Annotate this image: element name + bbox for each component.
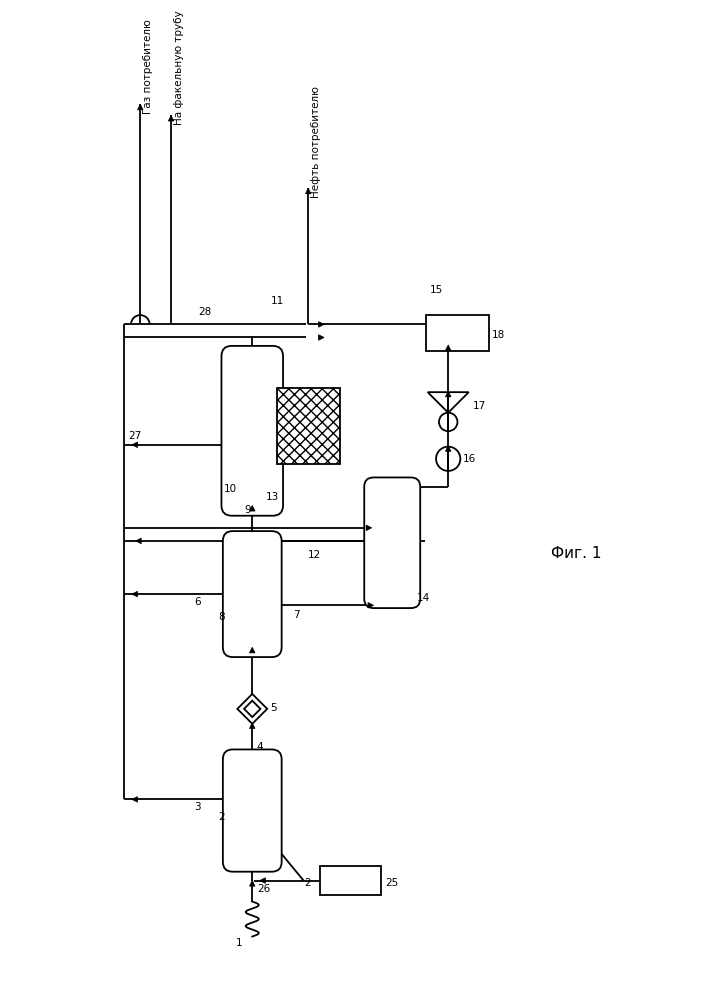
Text: 26: 26 [257, 884, 270, 894]
Text: На факельную трубу: На факельную трубу [174, 10, 184, 125]
Text: 3: 3 [194, 802, 201, 812]
Bar [276, 388, 340, 464]
Text: 1: 1 [235, 938, 242, 948]
Text: 4: 4 [256, 742, 262, 752]
Polygon shape [368, 602, 373, 608]
Polygon shape [250, 647, 255, 653]
Polygon shape [319, 322, 324, 327]
Polygon shape [137, 104, 143, 110]
Text: 18: 18 [492, 330, 506, 340]
Text: 12: 12 [308, 550, 322, 560]
FancyBboxPatch shape [223, 531, 281, 657]
Text: 8: 8 [218, 612, 226, 622]
Text: 15: 15 [430, 285, 443, 295]
Text: 9: 9 [245, 505, 252, 515]
Polygon shape [132, 797, 137, 802]
Polygon shape [259, 878, 265, 883]
Polygon shape [250, 723, 255, 728]
Polygon shape [445, 391, 451, 397]
Polygon shape [132, 442, 137, 448]
Polygon shape [168, 115, 174, 121]
Text: Фиг. 1: Фиг. 1 [551, 546, 602, 561]
Text: 16: 16 [463, 454, 477, 464]
Text: 27: 27 [128, 431, 141, 441]
Text: 25: 25 [386, 878, 399, 888]
Text: 17: 17 [472, 401, 486, 411]
Text: 5: 5 [270, 703, 276, 713]
Text: 2: 2 [305, 878, 311, 888]
Polygon shape [132, 591, 137, 597]
Text: 6: 6 [194, 597, 201, 607]
Text: 2: 2 [218, 812, 226, 822]
Polygon shape [136, 538, 141, 544]
Polygon shape [250, 505, 255, 511]
Text: 11: 11 [271, 296, 284, 306]
Polygon shape [445, 345, 451, 351]
FancyBboxPatch shape [223, 749, 281, 872]
Text: 13: 13 [265, 492, 279, 502]
Polygon shape [250, 881, 255, 886]
Text: Газ потребителю: Газ потребителю [143, 19, 153, 114]
Polygon shape [445, 446, 451, 451]
Text: Нефть потребителю: Нефть потребителю [311, 86, 321, 198]
Polygon shape [366, 525, 372, 531]
Bar [320, 866, 380, 895]
FancyBboxPatch shape [364, 477, 420, 608]
FancyBboxPatch shape [221, 346, 283, 516]
Text: 14: 14 [416, 593, 430, 603]
Text: 28: 28 [198, 307, 211, 317]
Polygon shape [305, 188, 311, 194]
Bar [426, 315, 489, 351]
Text: 7: 7 [293, 610, 300, 620]
Polygon shape [319, 335, 324, 340]
Text: 10: 10 [224, 484, 238, 494]
